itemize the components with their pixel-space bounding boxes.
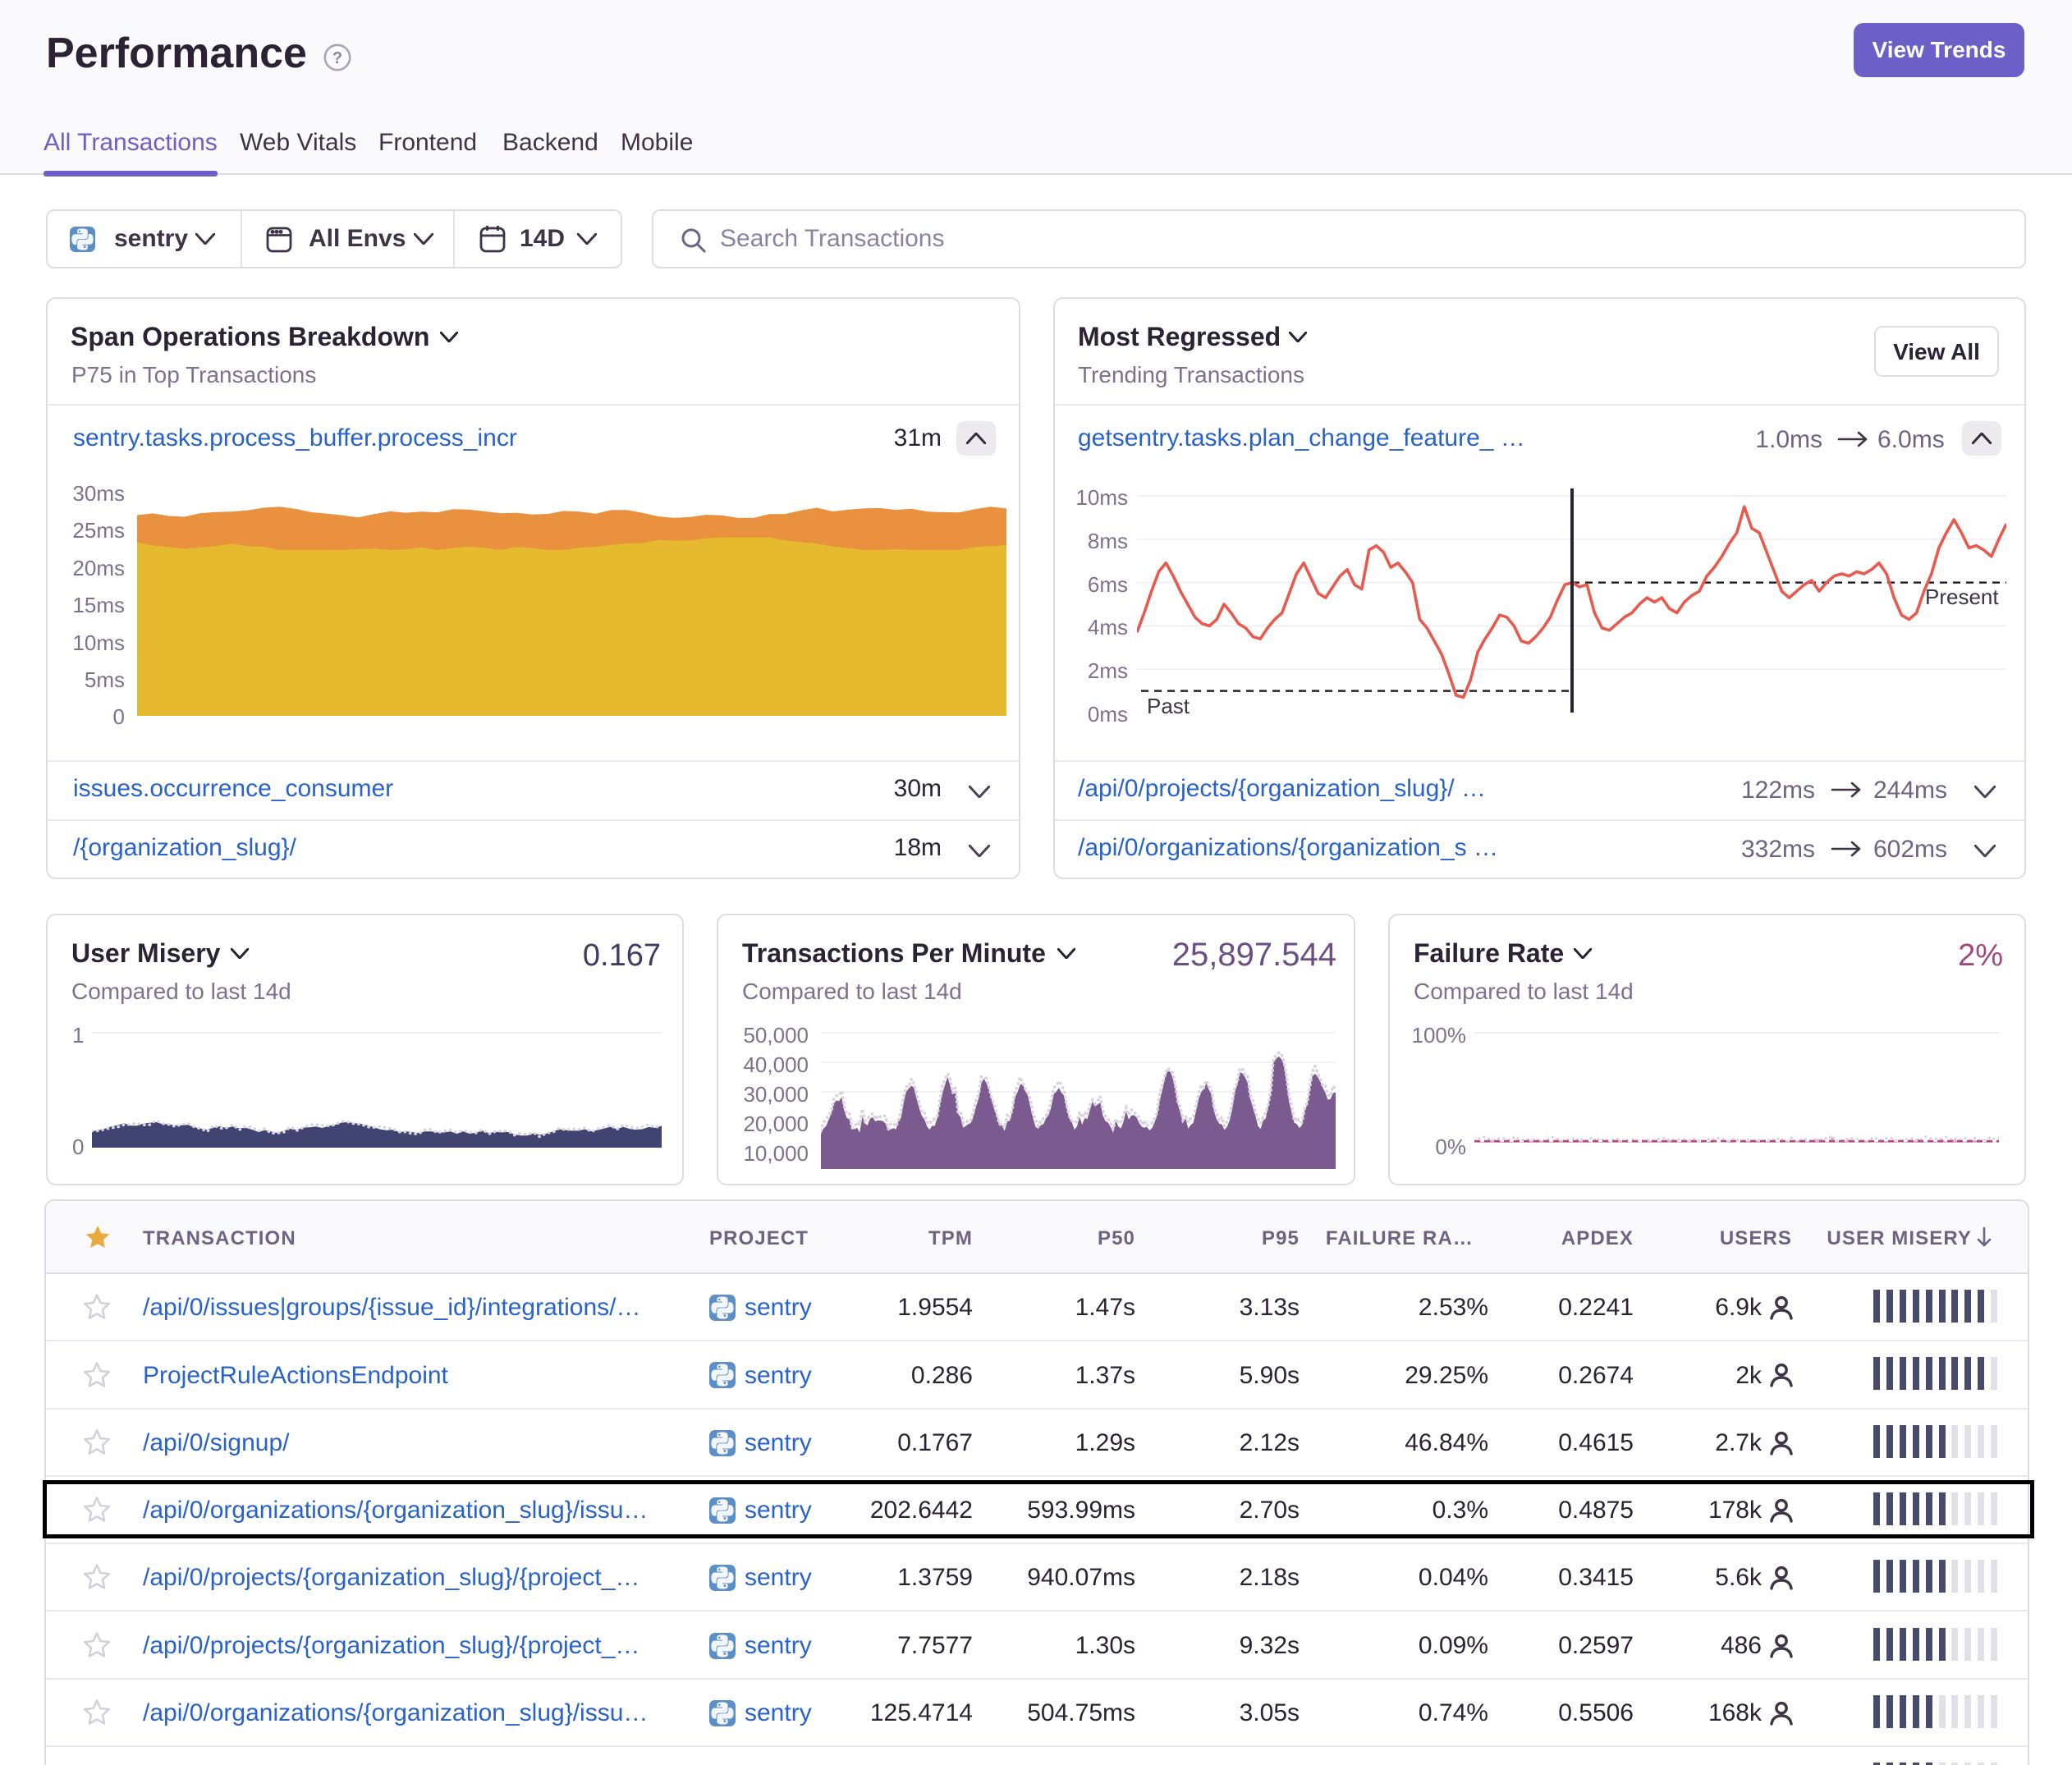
svg-text:?: ? <box>332 49 342 67</box>
